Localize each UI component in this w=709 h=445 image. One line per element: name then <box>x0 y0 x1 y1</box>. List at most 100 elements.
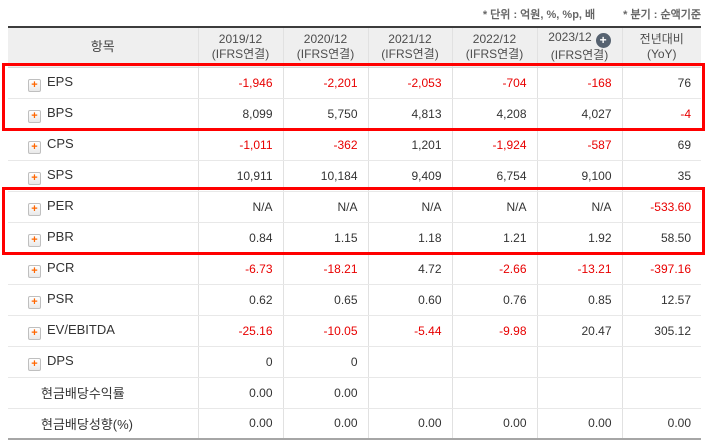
value-cell: 10,184 <box>282 160 368 192</box>
table-row-bps: + BPS 8,099 5,750 4,813 4,208 4,027 -4 <box>8 98 701 130</box>
value-cell: 10,911 <box>197 160 283 192</box>
value-cell: 1.18 <box>367 222 452 254</box>
value-cell: -5.44 <box>367 315 452 347</box>
value-cell: 0.62 <box>197 284 283 316</box>
value-cell: 0.84 <box>197 222 283 254</box>
row-label: CPS <box>47 135 74 151</box>
row-label: PER <box>47 197 74 213</box>
value-cell: N/A <box>282 191 368 223</box>
value-cell: 12.57 <box>621 284 701 316</box>
value-cell <box>621 377 701 409</box>
value-cell: -1,946 <box>197 67 283 99</box>
value-cell <box>367 346 452 378</box>
value-cell: 1,201 <box>367 129 452 161</box>
value-cell: N/A <box>197 191 283 223</box>
row-label: SPS <box>47 166 74 182</box>
table-notes: * 단위 : 억원, %, %p, 배 * 분기 : 순액기준 <box>483 6 701 22</box>
value-cell: 9,409 <box>367 160 452 192</box>
value-cell: 0.00 <box>197 377 283 409</box>
value-cell: 0.65 <box>282 284 368 316</box>
value-cell: 4,027 <box>536 98 622 130</box>
value-cell: -362 <box>282 129 368 161</box>
column-header-2023: 2023/12 + (IFRS연결) <box>536 27 622 68</box>
value-cell: 8,099 <box>197 98 283 130</box>
table-row-psr: + PSR 0.62 0.65 0.60 0.76 0.85 12.57 <box>8 284 701 316</box>
value-cell: 0 <box>197 346 283 378</box>
column-header-2022: 2022/12 (IFRS연결) <box>451 27 537 68</box>
value-cell <box>451 377 537 409</box>
value-cell: -9.98 <box>451 315 537 347</box>
table-row-pcr: + PCR -6.73 -18.21 4.72 -2.66 -13.21 -397… <box>8 253 701 285</box>
add-column-icon[interactable]: + <box>595 33 611 49</box>
value-cell: N/A <box>536 191 622 223</box>
value-cell: 9,100 <box>536 160 622 192</box>
item-header: 항목 <box>8 27 198 68</box>
value-cell <box>536 377 622 409</box>
column-header-yoy: 전년대비 (YoY) <box>621 27 701 68</box>
table-row-ev-ebitda: + EV/EBITDA -25.16 -10.05 -5.44 -9.98 20.… <box>8 315 701 347</box>
table-row-sps: + SPS 10,911 10,184 9,409 6,754 9,100 35 <box>8 160 701 192</box>
table-row-per: + PER N/A N/A N/A N/A N/A -533.60 <box>8 191 701 223</box>
value-cell: 1.15 <box>282 222 368 254</box>
value-cell: -6.73 <box>197 253 283 285</box>
expand-row-icon[interactable]: + <box>28 357 41 371</box>
value-cell: 0.85 <box>536 284 622 316</box>
value-cell: 305.12 <box>621 315 701 347</box>
expand-row-icon[interactable]: + <box>28 326 41 340</box>
value-cell: -10.05 <box>282 315 368 347</box>
table-row-dps: + DPS 0 0 <box>8 346 701 378</box>
value-cell: 20.47 <box>536 315 622 347</box>
header-row: 항목 2019/12 (IFRS연결) 2020/12 (IFRS연결) 2021/… <box>8 27 701 68</box>
expand-row-icon[interactable]: + <box>28 78 41 92</box>
expand-row-icon[interactable]: + <box>28 140 41 154</box>
value-cell: -18.21 <box>282 253 368 285</box>
row-label: EPS <box>47 73 74 89</box>
table-row-eps: + EPS -1,946 -2,201 -2,053 -704 -168 76 <box>8 67 701 99</box>
expand-row-icon[interactable]: + <box>28 171 41 185</box>
value-cell: 1.21 <box>451 222 537 254</box>
value-cell: -1,924 <box>451 129 537 161</box>
value-cell: -4 <box>621 98 701 130</box>
value-cell: -2,053 <box>367 67 452 99</box>
expand-row-icon[interactable]: + <box>28 202 41 216</box>
value-cell: -13.21 <box>536 253 622 285</box>
table-row-pbr: + PBR 0.84 1.15 1.18 1.21 1.92 58.50 <box>8 222 701 254</box>
value-cell: 1.92 <box>536 222 622 254</box>
value-cell: 4,813 <box>367 98 452 130</box>
expand-row-icon[interactable]: + <box>28 264 41 278</box>
value-cell: 4.72 <box>367 253 452 285</box>
value-cell: -587 <box>536 129 622 161</box>
value-cell: -2.66 <box>451 253 537 285</box>
value-cell <box>451 346 537 378</box>
value-cell: 69 <box>621 129 701 161</box>
column-header-2021: 2021/12 (IFRS연결) <box>367 27 452 68</box>
row-label: 현금배당수익률 <box>41 386 125 401</box>
value-cell: 4,208 <box>451 98 537 130</box>
value-cell: 0 <box>282 346 368 378</box>
expand-row-icon[interactable]: + <box>28 233 41 247</box>
value-cell <box>621 346 701 378</box>
value-cell: 0.00 <box>621 408 701 439</box>
expand-row-icon[interactable]: + <box>28 295 41 309</box>
financial-ratio-table-wrap: 항목 2019/12 (IFRS연결) 2020/12 (IFRS연결) 2021/… <box>8 26 701 440</box>
table-row-cash-dividend-yield: 현금배당수익률 0.00 0.00 <box>8 377 701 409</box>
column-header-2019: 2019/12 (IFRS연결) <box>197 27 283 68</box>
value-cell: N/A <box>451 191 537 223</box>
table-row-cash-dividend-payout: 현금배당성향(%) 0.00 0.00 0.00 0.00 0.00 0.00 <box>8 408 701 439</box>
value-cell <box>367 377 452 409</box>
row-label: 현금배당성향(%) <box>41 416 133 432</box>
row-label: PSR <box>47 290 74 306</box>
financial-ratio-table: 항목 2019/12 (IFRS연결) 2020/12 (IFRS연결) 2021/… <box>8 26 701 440</box>
row-label: BPS <box>47 104 74 120</box>
value-cell: 0.00 <box>282 377 368 409</box>
value-cell: 0.00 <box>451 408 537 439</box>
value-cell: -168 <box>536 67 622 99</box>
value-cell: 5,750 <box>282 98 368 130</box>
value-cell: -25.16 <box>197 315 283 347</box>
unit-note: * 단위 : 억원, %, %p, 배 <box>482 9 596 21</box>
expand-row-icon[interactable]: + <box>28 109 41 123</box>
value-cell: -533.60 <box>621 191 701 223</box>
value-cell: 35 <box>621 160 701 192</box>
value-cell: 6,754 <box>451 160 537 192</box>
